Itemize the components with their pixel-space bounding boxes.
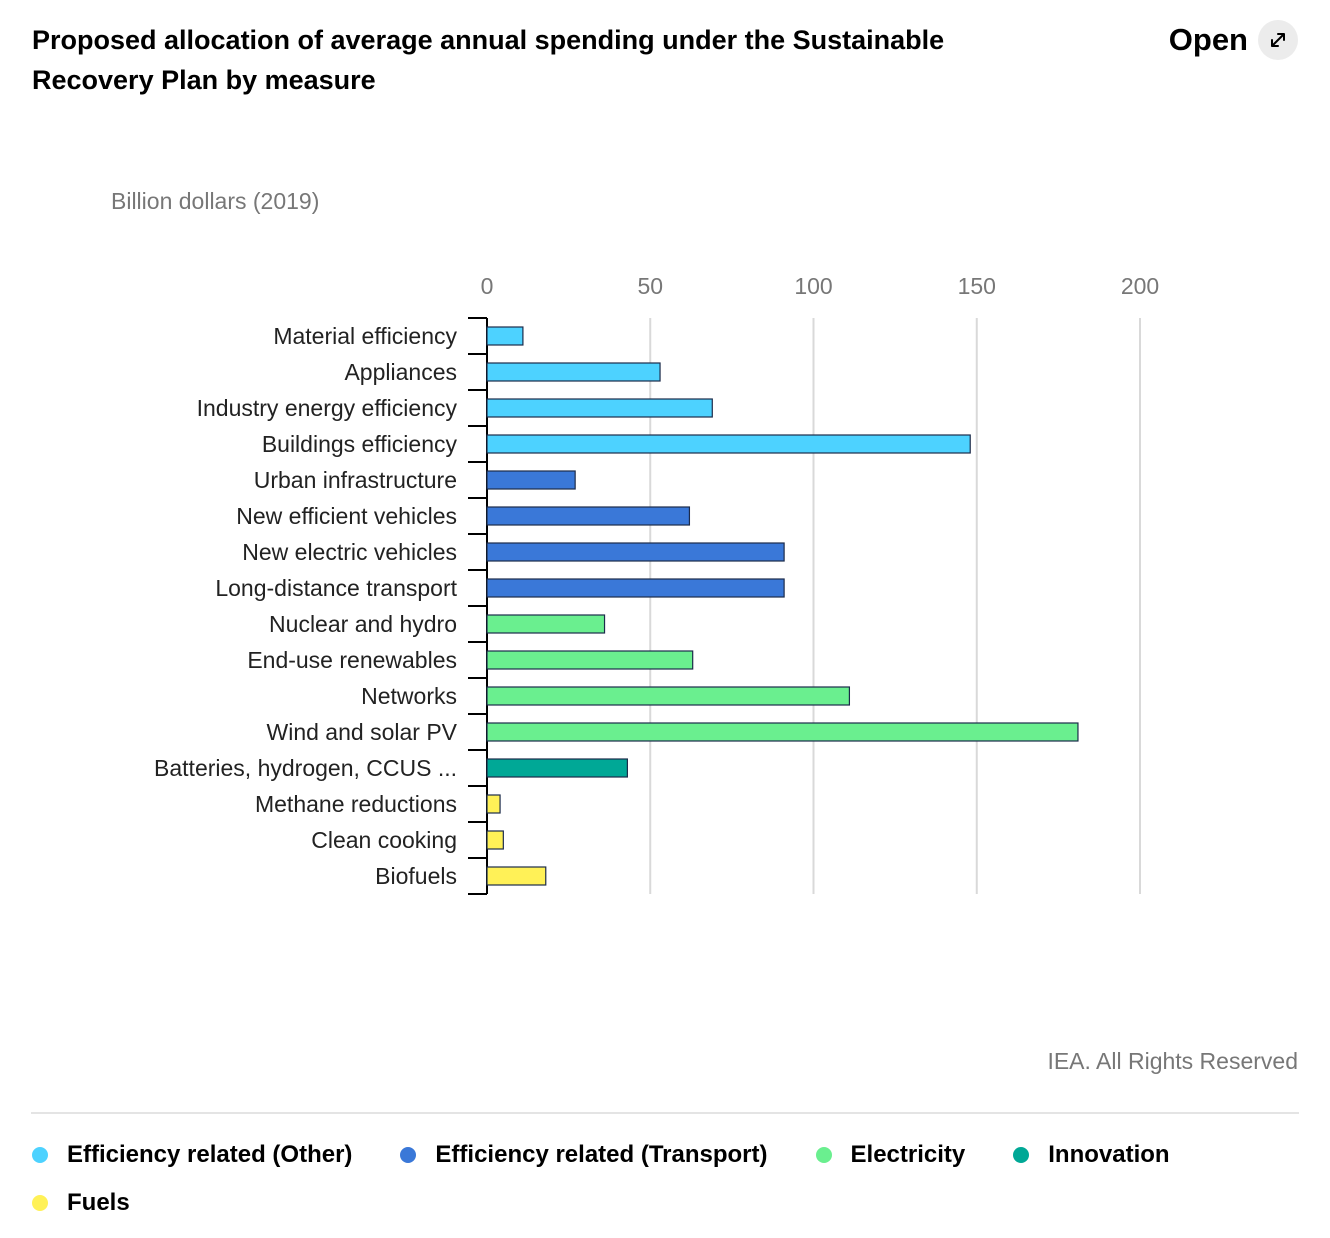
bar <box>486 794 501 814</box>
x-tick-label: 50 <box>637 273 663 299</box>
bar <box>486 578 785 598</box>
legend-label: Innovation <box>1048 1141 1170 1168</box>
legend-dot-icon <box>32 1195 48 1211</box>
category-label: New electric vehicles <box>242 539 457 565</box>
bar <box>486 362 661 382</box>
category-label: End-use renewables <box>247 647 457 673</box>
category-label: Industry energy efficiency <box>197 395 458 421</box>
legend-label: Electricity <box>850 1141 966 1168</box>
bar <box>486 650 694 670</box>
category-label: Buildings efficiency <box>262 431 458 457</box>
legend-divider <box>31 1112 1299 1114</box>
category-label: Material efficiency <box>273 323 457 349</box>
bar <box>486 398 713 418</box>
legend-dot-icon <box>815 1147 832 1163</box>
legend-label: Fuels <box>67 1189 130 1216</box>
x-tick-label: 100 <box>794 273 832 299</box>
bar <box>486 686 851 706</box>
bar <box>486 506 691 526</box>
legend-item-efficiency-other[interactable]: Efficiency related (Other) <box>32 1138 352 1172</box>
x-tick-label: 0 <box>481 273 494 299</box>
bar <box>486 542 785 562</box>
legend-dot-icon <box>400 1147 417 1163</box>
bar-chart: 0 50 100 150 200 Material efficiency Appliance… <box>154 273 1159 895</box>
credit-text: IEA. All Rights Reserved <box>1047 1048 1298 1074</box>
bar <box>486 434 971 454</box>
category-label: Nuclear and hydro <box>269 611 457 637</box>
category-label: Urban infrastructure <box>254 467 457 493</box>
legend-item-electricity[interactable]: Electricity <box>815 1138 966 1172</box>
category-label: Methane reductions <box>255 791 457 817</box>
y-axis-unit-label: Billion dollars (2019) <box>111 188 320 214</box>
category-label: New efficient vehicles <box>236 503 457 529</box>
bar <box>486 470 576 490</box>
chart-legend: Efficiency related (Other) Efficiency re… <box>32 1138 1302 1220</box>
category-label: Clean cooking <box>311 827 457 853</box>
legend-dot-icon <box>1013 1147 1030 1163</box>
legend-item-innovation[interactable]: Innovation <box>1013 1138 1170 1172</box>
category-label: Networks <box>361 683 457 709</box>
bar <box>486 758 628 778</box>
category-label: Batteries, hydrogen, CCUS ... <box>154 755 457 781</box>
chart-title: Proposed allocation of average annual sp… <box>32 25 945 95</box>
open-button-label: Open <box>1168 22 1248 57</box>
open-button[interactable]: Open <box>1169 18 1298 62</box>
category-label: Biofuels <box>375 863 457 889</box>
category-label: Wind and solar PV <box>267 719 458 745</box>
bar <box>486 866 547 886</box>
x-tick-label: 150 <box>958 273 996 299</box>
bar <box>486 614 606 634</box>
legend-label: Efficiency related (Other) <box>67 1141 353 1168</box>
legend-item-efficiency-transport[interactable]: Efficiency related (Transport) <box>400 1138 768 1172</box>
bar <box>486 722 1079 742</box>
legend-dot-icon <box>32 1147 48 1163</box>
legend-item-fuels[interactable]: Fuels <box>32 1186 130 1220</box>
x-tick-label: 200 <box>1121 273 1159 299</box>
category-label: Long-distance transport <box>215 575 457 601</box>
expand-icon <box>1258 20 1298 60</box>
bar <box>486 326 524 346</box>
bar <box>486 830 504 850</box>
legend-label: Efficiency related (Transport) <box>435 1141 768 1168</box>
category-label: Appliances <box>344 359 457 385</box>
